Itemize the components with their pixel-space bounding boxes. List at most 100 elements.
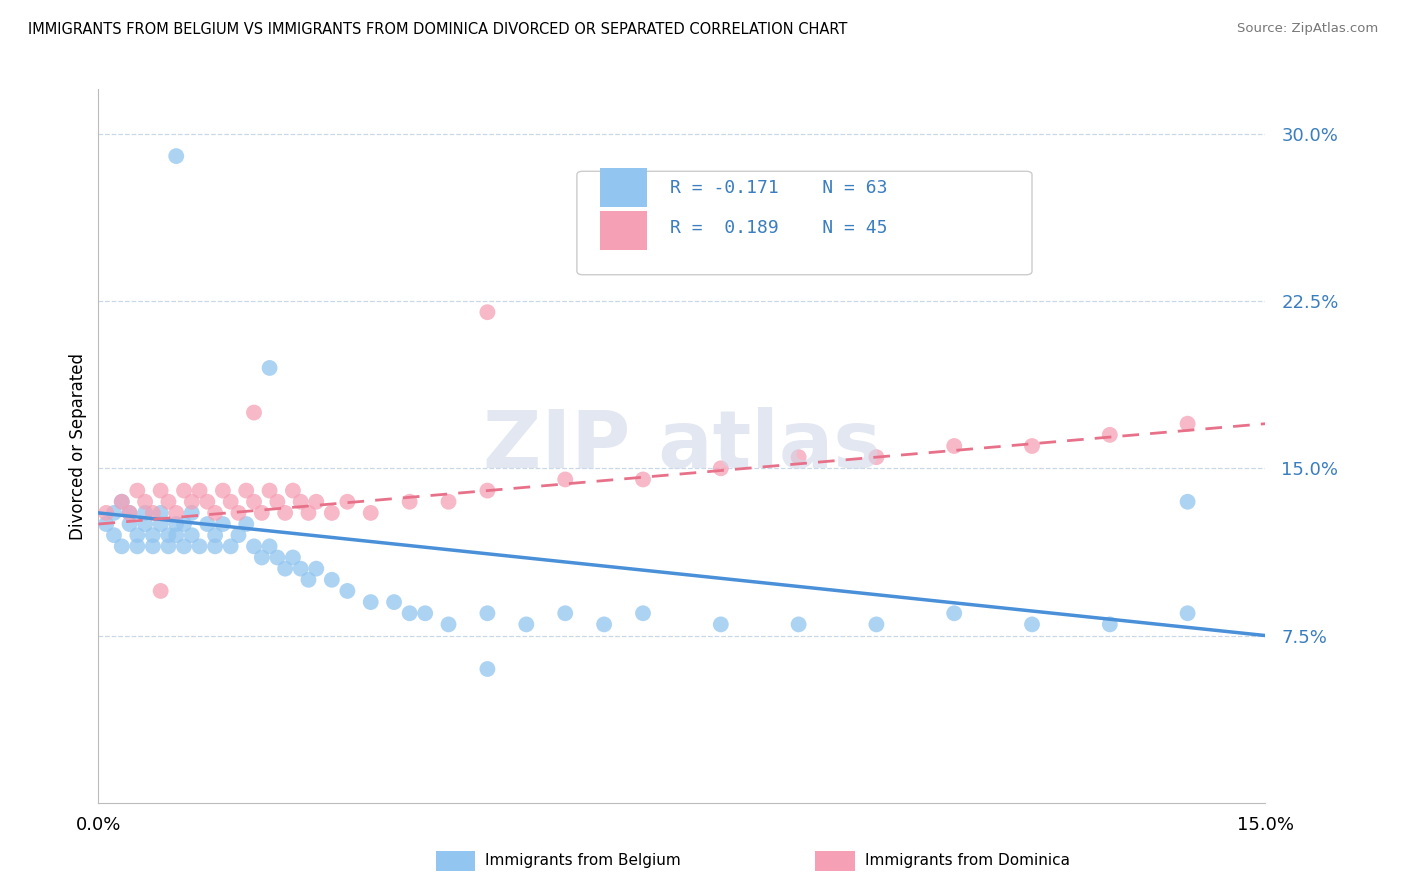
Point [188, 483, 211, 498]
Point [1177, 607, 1199, 621]
Point [398, 607, 420, 621]
Point [266, 494, 288, 508]
Point [1098, 427, 1121, 442]
Point [134, 517, 156, 532]
Point [118, 517, 141, 532]
Point [165, 517, 187, 532]
Point [204, 528, 226, 542]
Point [305, 562, 328, 576]
Point [173, 517, 195, 532]
Point [710, 461, 733, 475]
Text: ZIP atlas: ZIP atlas [482, 407, 882, 485]
Point [943, 439, 966, 453]
Point [111, 494, 134, 508]
Point [1177, 494, 1199, 508]
Point [118, 506, 141, 520]
Bar [600, 211, 647, 250]
Point [631, 607, 654, 621]
Point [437, 617, 460, 632]
Point [305, 494, 328, 508]
Point [142, 539, 165, 553]
Point [266, 550, 288, 565]
Point [281, 483, 304, 498]
FancyBboxPatch shape [576, 171, 1032, 275]
Point [219, 539, 242, 553]
Point [321, 573, 343, 587]
Point [235, 483, 257, 498]
Point [710, 617, 733, 632]
Point [360, 506, 382, 520]
Point [1098, 617, 1121, 632]
Text: R = -0.171    N = 63: R = -0.171 N = 63 [671, 178, 887, 196]
Point [180, 528, 202, 542]
Point [219, 494, 242, 508]
Text: Immigrants from Belgium: Immigrants from Belgium [485, 854, 681, 868]
Point [250, 506, 273, 520]
Point [142, 506, 165, 520]
Point [127, 539, 149, 553]
Point [865, 617, 887, 632]
Point [180, 506, 202, 520]
Point [593, 617, 616, 632]
Point [195, 517, 218, 532]
Point [149, 517, 172, 532]
Point [149, 483, 172, 498]
Point [259, 539, 281, 553]
Point [398, 494, 420, 508]
Point [274, 562, 297, 576]
Point [787, 450, 810, 465]
Point [477, 483, 499, 498]
Text: Immigrants from Dominica: Immigrants from Dominica [865, 854, 1070, 868]
Point [413, 607, 436, 621]
Point [149, 583, 172, 598]
Point [165, 506, 187, 520]
Point [1177, 417, 1199, 431]
Point [243, 494, 266, 508]
Point [243, 405, 266, 420]
Point [134, 506, 156, 520]
Point [943, 607, 966, 621]
Point [437, 494, 460, 508]
Point [165, 528, 187, 542]
Point [96, 517, 118, 532]
Point [477, 607, 499, 621]
Point [165, 149, 187, 163]
Point [1021, 439, 1043, 453]
Point [477, 662, 499, 676]
Point [554, 473, 576, 487]
Point [336, 494, 359, 508]
Point [118, 506, 141, 520]
Point [180, 494, 202, 508]
Point [188, 539, 211, 553]
Point [228, 528, 250, 542]
Point [212, 483, 235, 498]
Point [865, 450, 887, 465]
Point [157, 539, 180, 553]
Point [96, 506, 118, 520]
Point [787, 617, 810, 632]
Text: R =  0.189    N = 45: R = 0.189 N = 45 [671, 219, 887, 237]
Point [297, 506, 319, 520]
Point [290, 494, 312, 508]
Point [554, 607, 576, 621]
Point [157, 494, 180, 508]
Point [103, 528, 125, 542]
Point [631, 473, 654, 487]
Point [195, 494, 218, 508]
Point [204, 539, 226, 553]
Point [149, 506, 172, 520]
Point [259, 483, 281, 498]
Point [281, 550, 304, 565]
Point [111, 494, 134, 508]
Point [243, 539, 266, 553]
Point [111, 539, 134, 553]
Point [1021, 617, 1043, 632]
Bar [600, 168, 647, 207]
Point [515, 617, 537, 632]
Point [336, 583, 359, 598]
Point [103, 506, 125, 520]
Point [297, 573, 319, 587]
Point [321, 506, 343, 520]
Point [274, 506, 297, 520]
Point [259, 360, 281, 375]
